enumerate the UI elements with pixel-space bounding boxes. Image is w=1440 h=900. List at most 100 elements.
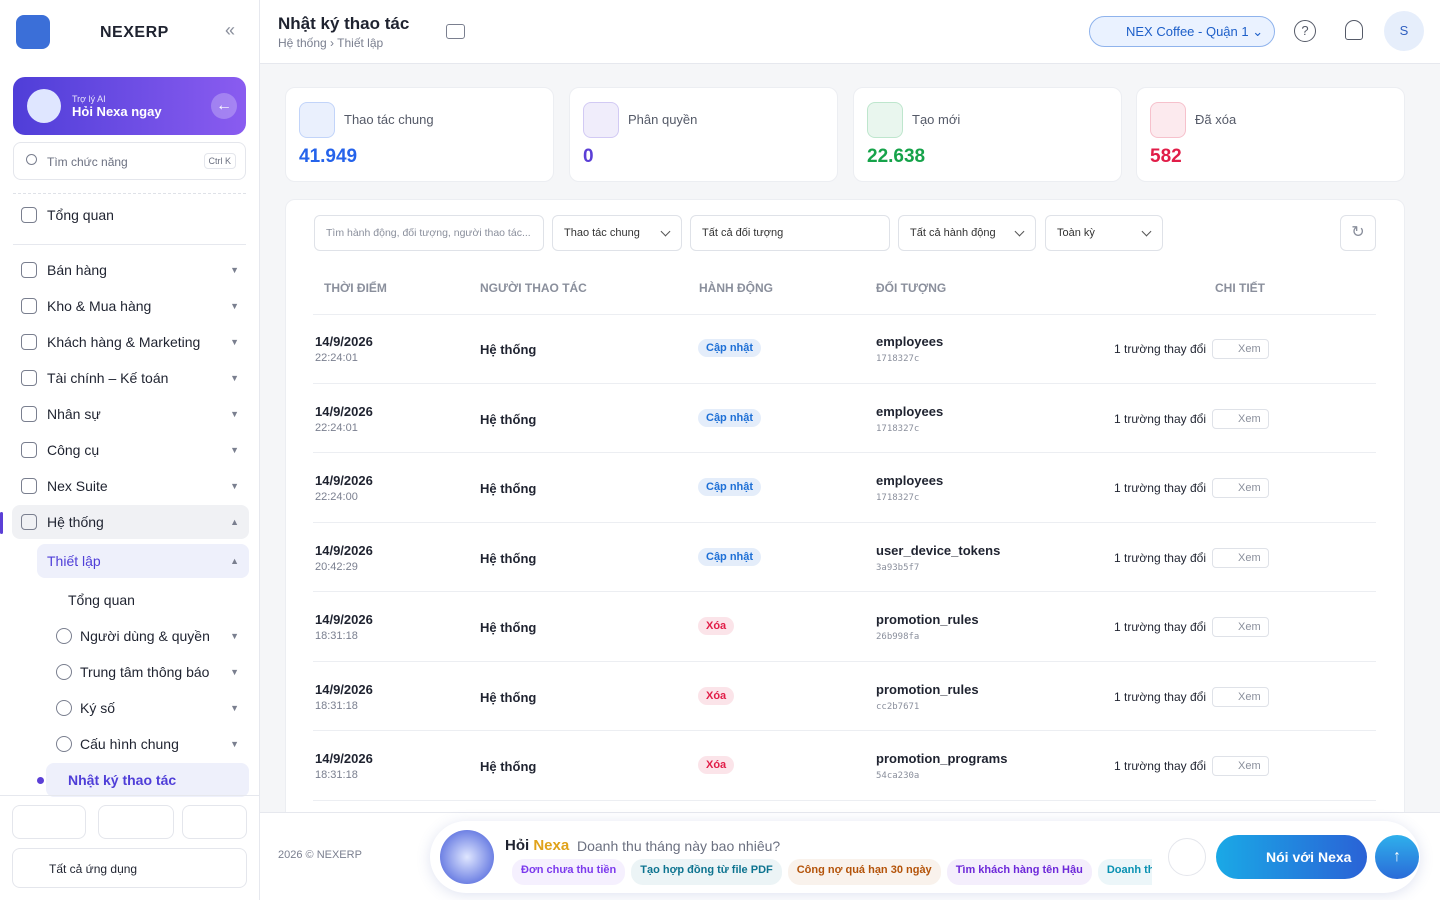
voice-button[interactable]: Nói với Nexa bbox=[1216, 835, 1367, 879]
row-date: 14/9/2026 bbox=[315, 612, 373, 627]
row-time: 18:31:18 bbox=[315, 699, 358, 712]
menu-icon bbox=[21, 370, 37, 386]
row-view[interactable]: Xem bbox=[1212, 756, 1269, 776]
submenu-title[interactable]: Thiết lập ▲ bbox=[37, 544, 249, 578]
submenu-item[interactable]: ▼ Người dùng & quyền bbox=[46, 619, 249, 653]
menu-icon bbox=[21, 207, 37, 223]
menu-item[interactable]: Tổng quan bbox=[12, 198, 249, 232]
alert-button[interactable] bbox=[182, 805, 247, 839]
filter-select[interactable]: Tất cả hành động bbox=[898, 215, 1036, 251]
suggestion-chip[interactable]: Đơn chưa thu tiền bbox=[512, 859, 626, 885]
attach[interactable] bbox=[1168, 838, 1206, 876]
row-view[interactable]: Xem bbox=[1212, 478, 1269, 498]
row-user: Hệ thống bbox=[480, 342, 537, 357]
store-select[interactable]: NEX Coffee - Quận 1 ⌄ bbox=[1089, 16, 1275, 47]
submenu-item[interactable]: Nhật ký thao tác bbox=[46, 763, 249, 797]
menu-arrow: ▲ bbox=[230, 517, 239, 527]
stat-value: 41.949 bbox=[299, 146, 358, 167]
log-search[interactable]: Tìm hành động, đối tượng, người thao tác… bbox=[314, 215, 544, 251]
divider bbox=[13, 244, 246, 245]
row-view[interactable]: Xem bbox=[1212, 339, 1269, 359]
menu-arrow: ▼ bbox=[230, 373, 239, 383]
notifications[interactable] bbox=[1345, 20, 1363, 40]
submenu-item[interactable]: ▼ Cấu hình chung bbox=[46, 727, 249, 761]
row-object: employees bbox=[876, 403, 944, 419]
store-name: NEX Coffee - Quận 1 bbox=[1126, 24, 1249, 39]
menu-item[interactable]: Hệ thống ▲ bbox=[12, 505, 249, 539]
column-header: CHI TIẾT bbox=[1215, 281, 1265, 295]
menu-item[interactable]: Công cụ ▼ bbox=[12, 433, 249, 467]
row-view[interactable]: Xem bbox=[1212, 547, 1269, 568]
menu-item[interactable]: Nhân sự ▼ bbox=[12, 397, 249, 431]
function-search[interactable]: Tìm chức năng Ctrl K bbox=[13, 142, 246, 180]
breadcrumb: Hệ thống › Thiết lập bbox=[278, 36, 384, 50]
row-date: 14/9/2026 bbox=[315, 542, 373, 558]
stat-value: 0 bbox=[583, 146, 594, 167]
row-view[interactable]: Xem bbox=[1212, 408, 1269, 429]
history-button[interactable] bbox=[12, 805, 86, 839]
suggestion-chip[interactable]: Tạo hợp đồng từ file PDF bbox=[631, 859, 782, 885]
submenu-label: Trung tâm thông báo bbox=[80, 664, 210, 680]
menu-label: Công cụ bbox=[47, 442, 100, 458]
submenu-item[interactable]: Tổng quan bbox=[46, 583, 249, 617]
menu-icon bbox=[21, 334, 37, 350]
row-id: 1718327c bbox=[876, 493, 920, 503]
row-id: cc2b7671 bbox=[876, 701, 920, 712]
row-detail: 1 trường thay đổi bbox=[1114, 481, 1206, 495]
row-view[interactable]: Xem bbox=[1212, 686, 1269, 707]
ask-input[interactable]: Doanh thu tháng này bao nhiêu? bbox=[577, 838, 781, 854]
stat-card: Đã xóa 582 bbox=[1136, 87, 1405, 182]
search-placeholder: Tìm chức năng bbox=[47, 155, 128, 169]
refresh[interactable]: ↻ bbox=[1340, 215, 1376, 251]
send[interactable]: ↑ bbox=[1375, 835, 1419, 879]
stat-value: 22.638 bbox=[867, 146, 926, 167]
suggestion-chip[interactable]: Công nợ quá hạn 30 ngày bbox=[787, 859, 941, 885]
all-apps-label: Tất cả ứng dụng bbox=[49, 862, 138, 876]
help[interactable]: ? bbox=[1294, 20, 1316, 42]
stat-card: Tạo mới 22.638 bbox=[853, 87, 1122, 182]
theme-button[interactable] bbox=[98, 805, 174, 839]
submenu-label: Ký số bbox=[80, 700, 116, 716]
filter-select[interactable]: Toàn kỳ bbox=[1045, 215, 1163, 251]
row-user: Hệ thống bbox=[480, 689, 537, 705]
all-apps[interactable]: Tất cả ứng dụng bbox=[12, 848, 247, 888]
logo-icon bbox=[16, 15, 50, 49]
avatar[interactable]: S bbox=[1384, 11, 1424, 51]
menu-arrow: ▼ bbox=[230, 445, 239, 455]
filter-select[interactable]: Tất cả đối tượng bbox=[690, 215, 890, 251]
submenu-arrow: ▼ bbox=[230, 703, 239, 713]
submenu-label: Nhật ký thao tác bbox=[68, 772, 177, 788]
folder-icon[interactable] bbox=[446, 24, 465, 39]
row-detail: 1 trường thay đổi bbox=[1114, 342, 1206, 356]
submenu-icon bbox=[56, 700, 72, 716]
collapse[interactable]: « bbox=[225, 20, 236, 40]
row-id: 26b998fa bbox=[876, 632, 920, 642]
stat-value: 582 bbox=[1150, 146, 1182, 167]
submenu-item[interactable]: ▼ Trung tâm thông báo bbox=[46, 655, 249, 689]
menu-arrow: ▼ bbox=[230, 265, 239, 275]
log-search-placeholder: Tìm hành động, đối tượng, người thao tác… bbox=[326, 227, 531, 239]
menu-icon bbox=[21, 298, 37, 314]
filter-select[interactable]: Thao tác chung bbox=[552, 215, 682, 251]
row-time: 18:31:18 bbox=[315, 630, 358, 642]
active-dot bbox=[37, 777, 44, 784]
voice-label: Nói với Nexa bbox=[1266, 849, 1352, 865]
menu-item[interactable]: Khách hàng & Marketing ▼ bbox=[12, 325, 249, 359]
row-action: Cập nhật bbox=[698, 478, 762, 496]
suggestion-chip[interactable]: Tìm khách hàng tên Hậu bbox=[946, 859, 1092, 885]
suggestion-chip[interactable]: Doanh thu bbox=[1097, 859, 1152, 885]
logo: NEXERP bbox=[100, 24, 169, 41]
page-title: Nhật ký thao tác bbox=[278, 14, 410, 33]
submenu-item[interactable]: ▼ Ký số bbox=[46, 691, 249, 725]
menu-item[interactable]: Nex Suite ▼ bbox=[12, 469, 249, 503]
menu-item[interactable]: Tài chính – Kế toán ▼ bbox=[12, 361, 249, 395]
row-user: Hệ thống bbox=[480, 620, 537, 635]
ai-card[interactable]: Trợ lý AI Hỏi Nexa ngay ← bbox=[13, 77, 246, 135]
menu-label: Nex Suite bbox=[47, 478, 108, 494]
row-id: 1718327c bbox=[876, 354, 920, 364]
menu-item[interactable]: Bán hàng ▼ bbox=[12, 253, 249, 287]
row-object: promotion_rules bbox=[876, 612, 979, 627]
row-view[interactable]: Xem bbox=[1212, 617, 1269, 637]
menu-item[interactable]: Kho & Mua hàng ▼ bbox=[12, 289, 249, 323]
